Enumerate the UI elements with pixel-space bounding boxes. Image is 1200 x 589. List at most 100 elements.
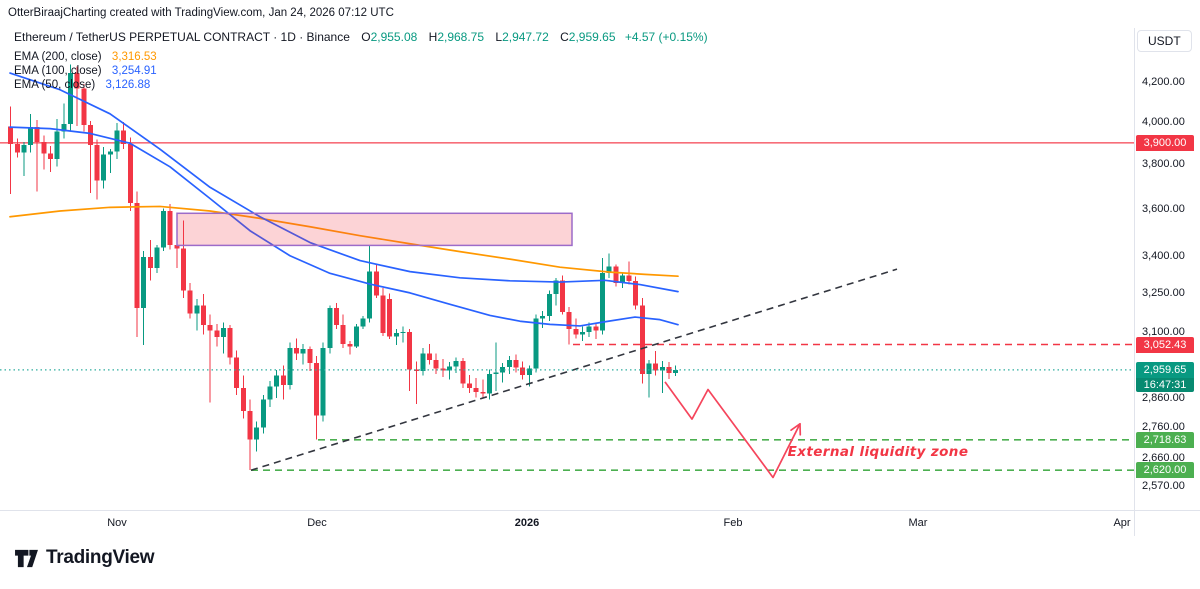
candle <box>307 349 313 363</box>
change-value: +4.57 (+0.15%) <box>624 30 708 44</box>
candle <box>48 153 53 159</box>
candle <box>294 347 300 354</box>
time-axis[interactable]: Nov Dec 2026 Feb Mar Apr <box>0 511 1134 536</box>
candle <box>320 347 326 416</box>
indicator-row-ema200[interactable]: EMA (200, close) 3,316.53 <box>14 49 708 63</box>
attribution-text: OtterBiraajCharting created with Trading… <box>8 7 394 19</box>
candle <box>613 266 619 283</box>
candle <box>207 325 213 331</box>
ema200-label: EMA (200, close) <box>14 51 102 63</box>
candle <box>500 367 506 373</box>
price-chart[interactable]: External liquidity zone Ethereum / Tethe… <box>0 28 1134 510</box>
candle <box>360 318 366 327</box>
price-tick-3100: 3,100.00 <box>1142 325 1185 338</box>
candle <box>61 124 67 132</box>
candle <box>453 360 459 367</box>
candle <box>81 88 87 126</box>
candle <box>520 367 526 375</box>
candle <box>200 305 206 326</box>
candle <box>413 369 419 372</box>
candle <box>107 151 113 155</box>
candle <box>546 294 552 316</box>
candle <box>14 143 20 153</box>
price-tick-2570: 2,570.00 <box>1142 480 1185 493</box>
low-label: L <box>495 30 503 44</box>
candle <box>94 144 100 181</box>
currency-button[interactable]: USDT <box>1137 30 1192 52</box>
candle <box>300 349 306 354</box>
attribution-bar: OtterBiraajCharting created with Trading… <box>0 0 1200 28</box>
candle <box>586 326 592 332</box>
candle <box>666 367 672 374</box>
symbol-row[interactable]: Ethereum / TetherUS PERPETUAL CONTRACT ·… <box>14 30 708 44</box>
ema200-value: 3,316.53 <box>111 51 157 63</box>
supply-zone-rect[interactable] <box>176 212 573 247</box>
candle <box>187 290 193 314</box>
open-value: 2,955.08 <box>370 30 418 44</box>
indicator-row-ema50[interactable]: EMA (50, close) 3,126.88 <box>14 77 708 91</box>
ema50-value: 3,126.88 <box>105 79 151 91</box>
indicator-row-ema100[interactable]: EMA (100, close) 3,254.91 <box>14 63 708 77</box>
candle <box>240 388 246 412</box>
candle <box>41 141 47 154</box>
candle <box>353 326 359 347</box>
high-value: 2,968.75 <box>437 30 485 44</box>
time-label-Nov: Nov <box>107 517 127 529</box>
candle <box>466 383 472 388</box>
candle <box>167 210 173 245</box>
time-label-2026: 2026 <box>514 517 540 529</box>
candle <box>101 154 107 181</box>
candle <box>220 327 226 338</box>
candle <box>639 305 645 374</box>
candle <box>533 318 539 369</box>
ema-200-line[interactable] <box>9 205 679 278</box>
ema-100-line[interactable] <box>9 72 679 293</box>
candle <box>333 308 339 326</box>
candle <box>327 308 333 348</box>
candle <box>606 266 612 273</box>
candle <box>646 363 652 374</box>
tradingview-logo[interactable]: TradingView <box>14 547 155 569</box>
ema-50-line[interactable] <box>9 126 679 327</box>
annotation-text[interactable]: External liquidity zone <box>788 444 969 460</box>
candle <box>526 368 532 375</box>
candle <box>473 387 479 392</box>
tradingview-logo-icon <box>15 549 38 567</box>
candle <box>287 347 293 386</box>
price-axis[interactable]: USDT 4,200.00 4,000.00 3,800.00 3,600.00 3,4… <box>1134 28 1200 510</box>
chart-legend: Ethereum / TetherUS PERPETUAL CONTRACT ·… <box>14 30 708 91</box>
candle <box>147 256 153 268</box>
low-value: 2,947.72 <box>502 30 549 44</box>
price-tick-2860: 2,860.00 <box>1142 392 1185 405</box>
candle <box>460 360 466 384</box>
projection-arrow[interactable] <box>664 381 801 479</box>
close-value: 2,959.65 <box>568 30 616 44</box>
time-label-Mar: Mar <box>908 517 928 529</box>
time-label-Dec: Dec <box>307 517 327 529</box>
candle <box>420 353 426 372</box>
candle <box>633 281 639 306</box>
candle <box>659 367 665 371</box>
candle <box>486 373 492 394</box>
symbol-title[interactable]: Ethereum / TetherUS PERPETUAL CONTRACT ·… <box>14 30 350 44</box>
candlestick-plot[interactable]: External liquidity zone <box>0 28 1134 510</box>
ascending-trendline[interactable] <box>250 268 898 471</box>
candle <box>127 143 133 204</box>
candle <box>314 362 319 416</box>
candles-series <box>8 64 679 471</box>
price-tick-3800: 3,800.00 <box>1142 158 1185 171</box>
time-label-Apr: Apr <box>1113 517 1131 529</box>
price-badge-2,718.63: 2,718.63 <box>1136 431 1194 448</box>
candle <box>407 331 413 370</box>
open-label: O <box>361 30 371 44</box>
candle <box>573 329 579 335</box>
candle <box>214 330 220 338</box>
time-label-Feb: Feb <box>723 517 743 529</box>
candle <box>619 275 625 283</box>
candle <box>373 271 379 296</box>
candle <box>254 427 260 440</box>
price-badge-2,959.65: 2,959.65 16:47:31 <box>1136 361 1194 392</box>
candle <box>433 360 439 369</box>
candle <box>580 331 585 335</box>
candle <box>540 315 546 319</box>
